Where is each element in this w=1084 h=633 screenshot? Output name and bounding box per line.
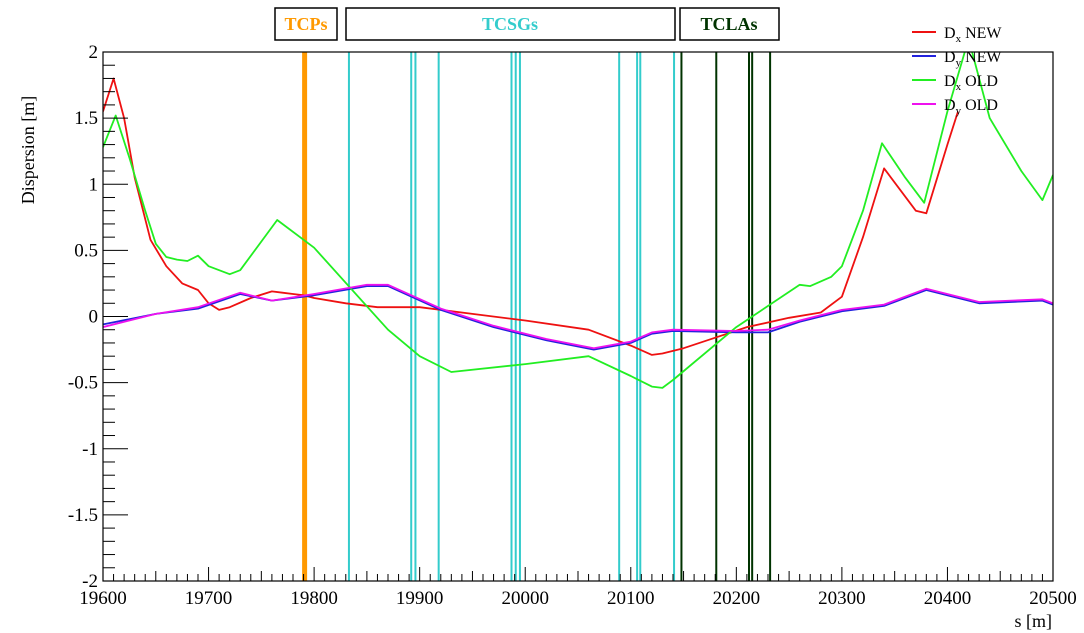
y-tick-label: 2 bbox=[89, 42, 99, 63]
x-tick-label: 19800 bbox=[290, 588, 338, 609]
legend-label-3: Dy OLD bbox=[944, 97, 998, 117]
x-tick-label: 20200 bbox=[713, 588, 761, 609]
tcla-label: TCLAs bbox=[700, 14, 757, 34]
axis-tick-labels: 19600 19700 19800 19900 20000 20100 20200 20300… bbox=[68, 42, 1077, 609]
x-tick-label: 20000 bbox=[501, 588, 549, 609]
collimator-lines bbox=[302, 52, 772, 581]
y-tick-label: 0 bbox=[89, 307, 99, 328]
tcp-label-box bbox=[274, 7, 338, 41]
series-line-0 bbox=[103, 77, 959, 356]
series-lines bbox=[103, 52, 1053, 389]
axis-ticks bbox=[102, 51, 1054, 582]
y-tick-label: 0.5 bbox=[74, 240, 98, 261]
tcla-label-box bbox=[679, 7, 780, 41]
tcsg-label-box bbox=[345, 7, 676, 41]
y-tick-label: 1 bbox=[89, 174, 99, 195]
legend-label-1: Dy NEW bbox=[944, 49, 1002, 69]
y-tick-label: -1.5 bbox=[68, 505, 98, 526]
x-tick-label: 19600 bbox=[79, 588, 127, 609]
legend-label-2: Dx OLD bbox=[944, 73, 998, 93]
x-tick-label: 19900 bbox=[396, 588, 444, 609]
x-tick-label: 20300 bbox=[818, 588, 866, 609]
x-tick-label: 20100 bbox=[607, 588, 655, 609]
series-line-2 bbox=[103, 52, 1053, 389]
x-tick-label: 19700 bbox=[185, 588, 233, 609]
y-tick-label: -1 bbox=[82, 439, 98, 460]
tcsg-label: TCSGs bbox=[482, 14, 538, 34]
y-tick-label: 1.5 bbox=[74, 108, 98, 129]
y-tick-label: -2 bbox=[82, 571, 98, 592]
y-tick-label: -0.5 bbox=[68, 373, 98, 394]
legend-label-0: Dx NEW bbox=[944, 25, 1002, 45]
series-line-3 bbox=[103, 283, 1053, 350]
x-axis-title: s [m] bbox=[1015, 611, 1053, 631]
legend: Dx NEW Dy NEW Dx OLD Dy OLD bbox=[912, 25, 1002, 117]
y-axis-title: Dispersion [m] bbox=[18, 96, 38, 204]
tcp-label: TCPs bbox=[284, 14, 327, 34]
x-tick-label: 20400 bbox=[924, 588, 972, 609]
x-tick-label: 20500 bbox=[1029, 588, 1077, 609]
